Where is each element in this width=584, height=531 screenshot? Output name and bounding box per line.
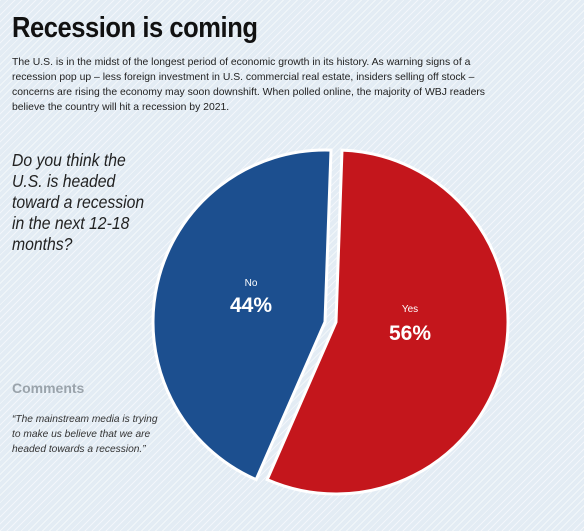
- pie-slice-no: [151, 148, 333, 482]
- pie-labels: Yes 56% No 44%: [230, 278, 431, 345]
- comment-quote: “The mainstream media is trying to make …: [12, 414, 158, 455]
- slice-label-yes: Yes: [402, 304, 418, 315]
- poll-question: Do you think the U.S. is headed toward a…: [12, 150, 145, 254]
- comments-heading: Comments: [12, 380, 85, 396]
- slice-value-yes: 56%: [389, 322, 431, 345]
- page-title: Recession is coming: [12, 12, 258, 44]
- intro-paragraph: The U.S. is in the midst of the longest …: [12, 57, 486, 113]
- slice-value-no: 44%: [230, 294, 272, 317]
- pie-slices: [151, 148, 510, 496]
- pie-slice-yes: [265, 148, 510, 496]
- slice-label-no: No: [245, 278, 258, 289]
